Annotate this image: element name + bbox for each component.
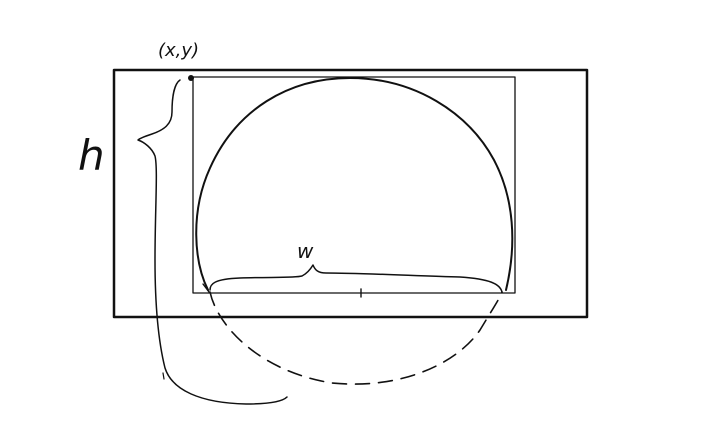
height-label: h <box>78 131 105 180</box>
width-brace <box>209 264 503 293</box>
base-left-mark <box>202 283 210 293</box>
outer-rectangle <box>112 68 589 319</box>
brace-stray-mark <box>162 372 165 380</box>
corner-label: (x,y) <box>158 40 199 61</box>
inner-rectangle <box>192 76 516 294</box>
width-label: w <box>297 239 314 263</box>
corner-point <box>188 75 194 81</box>
circle-arc <box>195 77 514 291</box>
height-brace <box>137 79 288 405</box>
circle-hidden-arc <box>209 291 503 385</box>
